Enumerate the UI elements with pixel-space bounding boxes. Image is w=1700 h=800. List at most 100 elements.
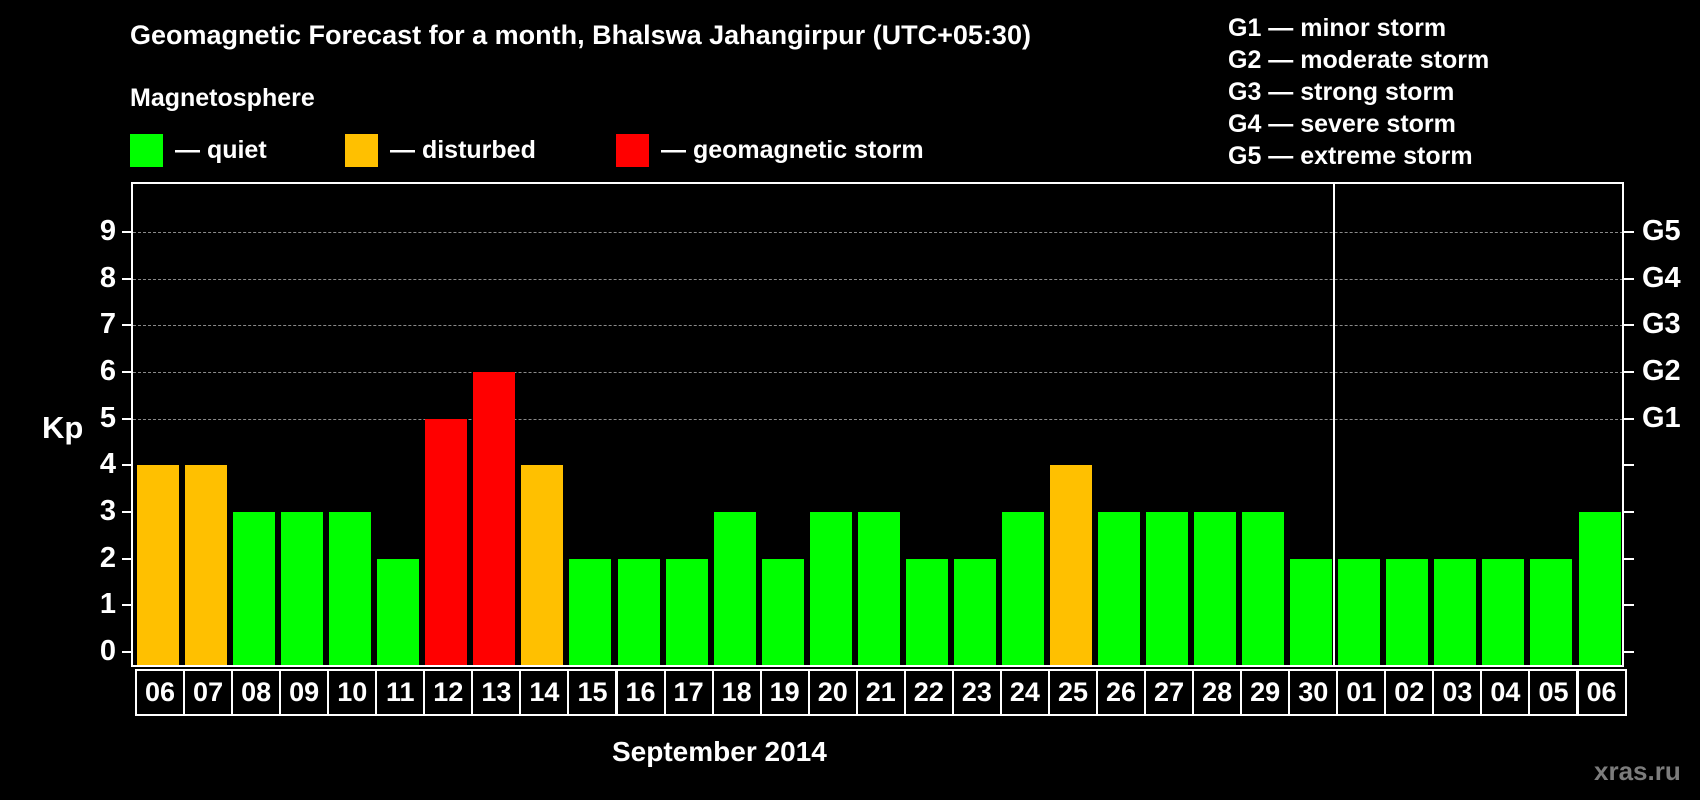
date-label: 12 (423, 669, 474, 716)
date-label: 22 (903, 669, 954, 716)
y-tick-right (1624, 604, 1634, 607)
date-label: 06 (135, 669, 186, 716)
quiet-swatch-icon (130, 134, 163, 167)
storm-scale-g2: G2 — moderate storm (1228, 46, 1490, 74)
y-tick-label: 8 (99, 261, 116, 294)
date-label: 24 (999, 669, 1050, 716)
bar-storm (473, 371, 516, 665)
bar-quiet (857, 511, 900, 665)
y-tick-label: 1 (99, 588, 116, 621)
date-label: 21 (855, 669, 906, 716)
bar-quiet (1146, 511, 1189, 665)
date-label: 07 (183, 669, 234, 716)
bar-disturbed (1049, 465, 1092, 665)
date-label: 27 (1144, 669, 1195, 716)
y-tick (122, 417, 132, 420)
gridline (133, 278, 1623, 280)
legend-item-disturbed: — disturbed (345, 134, 536, 167)
x-axis-title: September 2014 (612, 736, 827, 767)
bar-quiet (1098, 511, 1141, 665)
date-label: 11 (375, 669, 426, 716)
storm-swatch-icon (616, 134, 649, 167)
date-label: 04 (1480, 669, 1531, 716)
date-label: 20 (807, 669, 858, 716)
y-tick (122, 510, 132, 513)
y-tick-right (1624, 510, 1634, 513)
y-tick-label: 5 (99, 401, 116, 434)
y-tick (122, 370, 132, 373)
y-tick-right (1624, 651, 1634, 653)
y-tick-right (1624, 324, 1634, 327)
storm-scale-g5: G5 — extreme storm (1228, 142, 1473, 170)
bar-quiet (665, 558, 708, 665)
gridline (133, 418, 1623, 420)
bar-quiet (1530, 558, 1573, 665)
date-label: 28 (1192, 669, 1243, 716)
y-tick-label: 7 (99, 308, 116, 341)
bar-quiet (761, 558, 804, 665)
gridline (133, 231, 1623, 233)
bar-quiet (1001, 511, 1044, 665)
bar-quiet (1194, 511, 1237, 665)
disturbed-swatch-icon (345, 134, 378, 167)
bar-disturbed (521, 465, 564, 665)
storm-scale-g3: G3 — strong storm (1228, 78, 1455, 106)
y-tick-right (1624, 277, 1634, 280)
bar-quiet (953, 558, 996, 665)
y-tick (122, 464, 132, 467)
bar-quiet (1386, 558, 1429, 665)
y-tick-right (1624, 464, 1634, 467)
storm-level-label: G4 (1642, 261, 1681, 294)
date-label: 19 (759, 669, 810, 716)
bar-quiet (377, 558, 420, 665)
bar-quiet (233, 511, 276, 665)
bar-quiet (1578, 511, 1621, 665)
date-label: 05 (1528, 669, 1579, 716)
y-axis-label: Kp (42, 410, 84, 445)
date-label: 17 (663, 669, 714, 716)
date-label: 16 (615, 669, 666, 716)
bar-quiet (617, 558, 660, 665)
y-tick-label: 9 (99, 214, 116, 247)
gridline (133, 325, 1623, 327)
bar-quiet (281, 511, 324, 665)
y-tick-label: 0 (99, 635, 116, 667)
date-label: 15 (567, 669, 618, 716)
storm-level-label: G1 (1642, 401, 1681, 434)
y-tick (122, 604, 132, 607)
bar-quiet (1434, 558, 1477, 665)
y-tick (122, 557, 132, 560)
gridline (133, 371, 1623, 373)
storm-level-label: G3 (1642, 308, 1681, 341)
bar-storm (425, 418, 468, 665)
date-label: 10 (327, 669, 378, 716)
y-tick-label: 2 (99, 541, 116, 574)
date-label: 29 (1240, 669, 1291, 716)
storm-scale-g4: G4 — severe storm (1228, 110, 1456, 138)
date-label: 02 (1384, 669, 1435, 716)
date-label: 18 (711, 669, 762, 716)
bar-quiet (329, 511, 372, 665)
legend-item-storm: — geomagnetic storm (616, 134, 924, 167)
y-tick-right (1624, 557, 1634, 560)
storm-scale-legend: G1 — minor storm G2 — moderate storm G3 … (1228, 12, 1489, 172)
y-tick-right (1624, 230, 1634, 233)
storm-level-label: G5 (1642, 214, 1681, 247)
date-label: 01 (1336, 669, 1387, 716)
date-label: 14 (519, 669, 570, 716)
date-label: 03 (1432, 669, 1483, 716)
legend-item-quiet: — quiet (130, 134, 267, 167)
y-tick-label: 4 (99, 448, 116, 481)
bar-quiet (569, 558, 612, 665)
bar-quiet (1338, 558, 1381, 665)
chart-title: Geomagnetic Forecast for a month, Bhalsw… (130, 20, 1031, 50)
y-tick-right (1624, 417, 1634, 420)
date-label: 09 (279, 669, 330, 716)
magnetosphere-heading: Magnetosphere (130, 84, 315, 112)
legend-label: — geomagnetic storm (661, 136, 924, 164)
y-tick (122, 651, 132, 653)
bar-quiet (713, 511, 756, 665)
bar-quiet (809, 511, 852, 665)
y-tick-label: 6 (99, 354, 116, 387)
month-separator (1333, 182, 1335, 667)
